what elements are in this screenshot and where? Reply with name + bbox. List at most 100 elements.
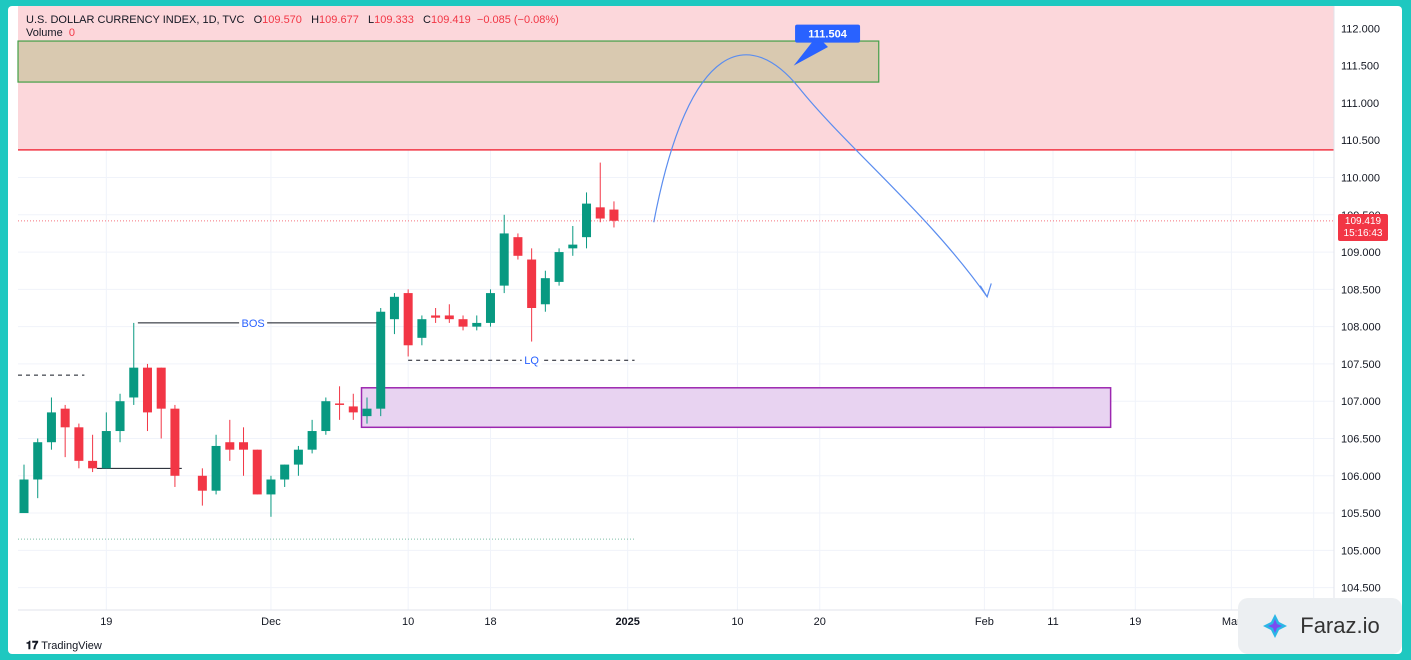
legend-change: −0.085 (−0.08%) <box>476 14 559 26</box>
candle-body <box>156 367 166 409</box>
tradingview-brand: TradingView <box>41 640 102 652</box>
legend-open-value: 109.570 <box>262 14 302 26</box>
candle <box>266 475 276 517</box>
tradingview-logo[interactable]: 𝟏𝟕 TradingView <box>26 640 102 653</box>
candle <box>88 434 98 473</box>
time-axis: 19Dec101820251020Feb1119Mar11 <box>18 609 1334 628</box>
legend-high-value: 109.677 <box>319 14 359 26</box>
legend-high-label: H <box>311 14 320 26</box>
legend-low-value: 109.333 <box>374 14 414 26</box>
target-zone <box>17 40 880 83</box>
candle <box>239 427 249 476</box>
candle-body <box>88 460 98 469</box>
time-tick-label: 10 <box>731 616 743 628</box>
candle-body <box>74 427 84 461</box>
candle <box>444 304 454 323</box>
candle <box>609 201 619 228</box>
chart-annotations: BOS LQ 111.504 <box>239 24 992 367</box>
bos-label: BOS <box>242 318 265 330</box>
candle <box>225 419 235 461</box>
candle-body <box>431 315 441 318</box>
lq-label-bg <box>521 353 542 367</box>
candle <box>293 445 303 476</box>
faraz-watermark: Faraz.io <box>1238 598 1402 654</box>
candle-body <box>33 442 43 480</box>
legend-open-label: O <box>253 14 263 26</box>
candle-body <box>568 244 578 249</box>
price-tick-label: 105.500 <box>1341 508 1381 520</box>
price-tick-label: 105.000 <box>1341 545 1381 557</box>
candle-body <box>376 311 386 409</box>
price-tick-label: 107.000 <box>1341 396 1381 408</box>
lq-label: LQ <box>524 355 539 367</box>
chart-legend: U.S. DOLLAR CURRENCY INDEX, 1D, TVC O109… <box>26 14 559 40</box>
candle-body <box>485 293 495 323</box>
candle <box>513 233 523 260</box>
legend-low-label: L <box>367 14 375 26</box>
candle <box>307 419 317 454</box>
price-tick-label: 107.500 <box>1341 359 1381 371</box>
candle-body <box>197 475 207 491</box>
candle <box>527 248 537 342</box>
candle <box>252 449 262 495</box>
last-price-value: 109.419 <box>1344 216 1382 227</box>
candle-body <box>362 408 372 417</box>
legend-close-value: 109.419 <box>431 14 471 26</box>
candle <box>348 393 358 420</box>
price-tick-label: 112.000 <box>1341 23 1380 35</box>
candle <box>74 423 84 469</box>
candle-body <box>609 209 619 221</box>
chart-lines <box>18 149 1334 540</box>
chart-zones <box>17 6 1334 429</box>
candle-body <box>307 431 317 450</box>
bar-countdown: 15:16:43 <box>1343 228 1383 239</box>
candle-body <box>115 401 125 432</box>
candle-body <box>513 237 523 256</box>
candle <box>458 315 468 331</box>
candle-body <box>444 315 454 320</box>
demand-zone <box>360 387 1112 429</box>
time-tick-label: 18 <box>484 616 496 628</box>
candle <box>335 386 345 420</box>
candle <box>485 289 495 327</box>
candle <box>499 214 509 294</box>
candle-body <box>540 278 550 305</box>
chart-frame: BOS LQ 111.504 104.500 105.000 105.500 106.00… <box>8 6 1402 654</box>
candle <box>403 289 413 357</box>
candle-body <box>472 322 482 327</box>
candle <box>115 393 125 443</box>
candle <box>156 367 166 439</box>
candle <box>129 322 139 405</box>
faraz-logo-icon <box>1263 614 1288 638</box>
time-tick-label: 19 <box>100 616 112 628</box>
faraz-text: Faraz.io <box>1300 613 1380 638</box>
candle <box>389 293 399 335</box>
candle-body <box>170 408 180 476</box>
candle-body <box>60 408 70 428</box>
candle <box>376 308 386 417</box>
candle-body <box>389 296 399 320</box>
legend-volume-label: Volume <box>26 27 63 39</box>
candle-body <box>595 207 605 219</box>
candle <box>321 397 331 435</box>
price-axis: 104.500 105.000 105.500 106.000 106.500 107.0… <box>1333 6 1381 610</box>
candle-body <box>499 233 509 286</box>
candle-body <box>458 319 468 327</box>
candle <box>554 248 564 286</box>
tradingview-logo-icon: 𝟏𝟕 <box>26 640 39 652</box>
bos-label-bg <box>239 315 268 329</box>
candle <box>540 270 550 312</box>
candle-body <box>19 479 29 514</box>
candle-body <box>321 401 331 432</box>
time-tick-label: Feb <box>975 616 994 628</box>
candle-body <box>417 319 427 338</box>
chart-svg[interactable]: BOS LQ 111.504 104.500 105.000 105.500 106.00… <box>8 6 1402 654</box>
candle-body <box>266 479 276 495</box>
candle <box>431 308 441 323</box>
candle <box>170 404 180 487</box>
price-tick-label: 109.000 <box>1341 247 1381 259</box>
price-tick-label: 111.500 <box>1341 61 1379 73</box>
price-tick-label: 106.500 <box>1341 433 1381 445</box>
time-tick-label: 11 <box>1047 616 1058 628</box>
price-tick-label: 110.500 <box>1341 135 1380 147</box>
